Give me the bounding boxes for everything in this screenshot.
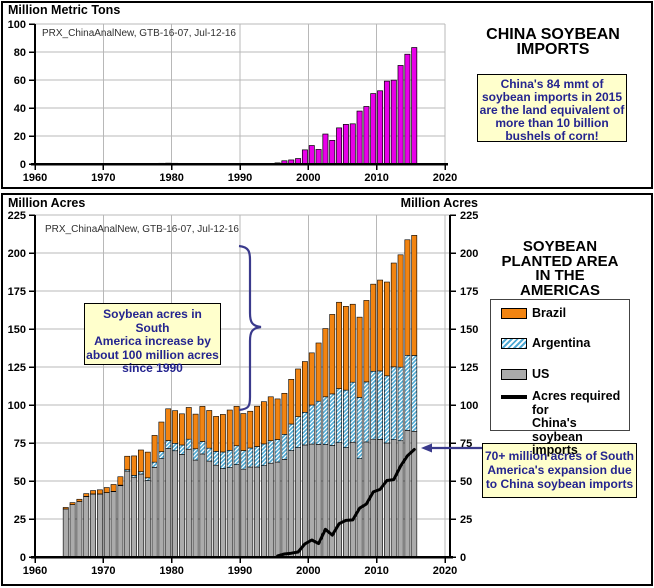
legend-item-china-acres-line: Acres required for China's soybean impor… [501, 389, 629, 458]
expansion-callout: 70+ million acres of South America's exp… [482, 443, 637, 498]
bottom-y-axis-title-left: Million Acres [8, 196, 86, 210]
bottom-y-axis-title-right: Million Acres [400, 196, 478, 210]
legend-label-us: US [532, 367, 550, 381]
top-chart-title: CHINA SOYBEAN IMPORTS [486, 26, 620, 58]
top-y-axis-title: Million Metric Tons [8, 3, 121, 17]
bottom-chart-title: SOYBEAN PLANTED AREA IN THE AMERICAS [501, 238, 619, 299]
legend: Brazil Argentina US Acres required for C… [490, 299, 630, 457]
legend-label-china-acres-line: Acres required for China's soybean impor… [532, 389, 621, 457]
bottom-watermark: PRX_ChinaAnalNew, GTB-16-07, Jul-12-16 [45, 224, 239, 235]
line-swatch-icon [501, 395, 527, 399]
increase-callout: Soybean acres in South America increase … [84, 303, 221, 375]
legend-item-brazil: Brazil [501, 306, 567, 321]
brazil-swatch-icon [501, 308, 527, 319]
top-watermark: PRX_ChinaAnalNew, GTB-16-07, Jul-12-16 [42, 28, 236, 39]
legend-item-us: US [501, 367, 550, 382]
legend-label-argentina: Argentina [532, 336, 591, 350]
us-swatch-icon [501, 369, 527, 380]
imports-callout: China's 84 mmt of soybean imports in 201… [477, 74, 627, 143]
argentina-swatch-icon [501, 338, 527, 349]
legend-item-argentina: Argentina [501, 336, 591, 351]
legend-label-brazil: Brazil [532, 306, 567, 320]
